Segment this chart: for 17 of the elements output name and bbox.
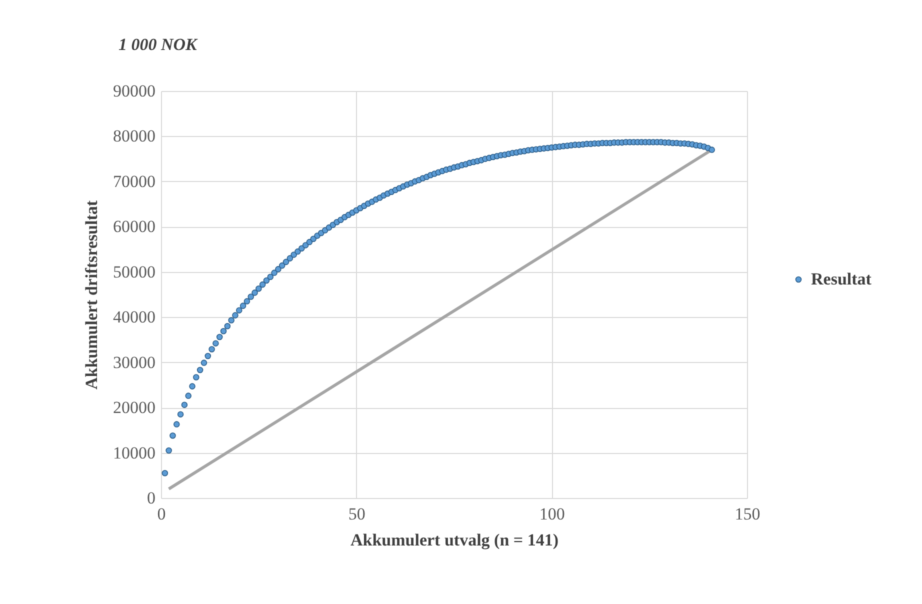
y-tick-label: 30000 <box>113 352 156 372</box>
legend-label: Resultat <box>811 270 872 288</box>
y-tick-label: 70000 <box>113 172 156 191</box>
y-tick-label: 20000 <box>113 398 156 418</box>
x-tick-label: 50 <box>348 504 366 524</box>
x-tick-label: 100 <box>539 504 565 524</box>
y-tick-label: 80000 <box>113 126 156 146</box>
y-axis-title: Akkumulert driftsresultat <box>82 200 101 390</box>
y-tick-label: 50000 <box>113 262 156 282</box>
y-tick-label: 40000 <box>113 308 156 327</box>
y-tick-label: 10000 <box>113 443 156 462</box>
x-axis-title: Akkumulert utvalg (n = 141) <box>350 530 559 550</box>
y-tick-label: 0 <box>147 488 156 508</box>
x-tick-label: 150 <box>734 504 760 524</box>
y-tick-label: 90000 <box>113 82 156 100</box>
chart-title: 1 000 NOK <box>118 35 199 54</box>
y-tick-label: 60000 <box>113 217 156 236</box>
